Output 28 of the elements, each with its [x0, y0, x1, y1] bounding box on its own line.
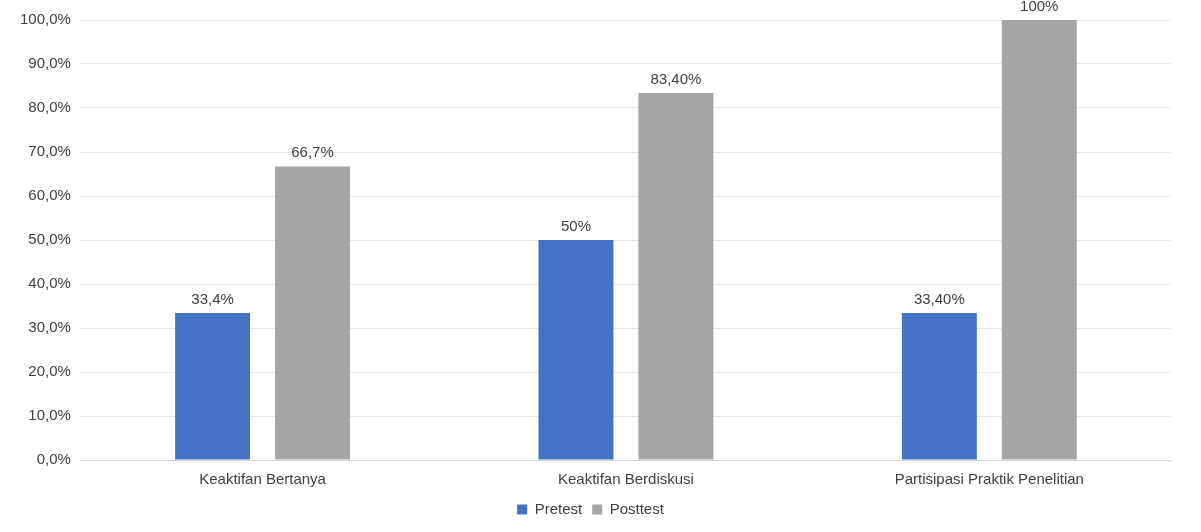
- legend-label: Pretest: [534, 499, 583, 517]
- y-tick-label: 20,0%: [28, 362, 71, 380]
- y-tick-label: 40,0%: [28, 274, 71, 292]
- y-tick-label: 100,0%: [20, 10, 71, 28]
- data-label: 100%: [1020, 0, 1059, 14]
- data-label: 33,4%: [191, 289, 234, 307]
- x-tick-label: Keaktifan Bertanya: [199, 470, 327, 488]
- y-tick-label: 50,0%: [28, 230, 71, 248]
- x-tick-label: Keaktifan Berdiskusi: [557, 470, 694, 488]
- x-tick-label: Partisipasi Praktik Penelitian: [894, 470, 1084, 488]
- data-label: 33,40%: [913, 289, 965, 307]
- y-tick-label: 90,0%: [28, 54, 71, 72]
- y-tick-label: 80,0%: [28, 98, 71, 116]
- data-label: 66,7%: [291, 143, 334, 161]
- y-tick-label: 70,0%: [28, 142, 71, 160]
- y-tick-label: 60,0%: [28, 186, 71, 204]
- y-tick-label: 0,0%: [36, 450, 71, 468]
- bar: [275, 166, 350, 460]
- data-label: 83,40%: [650, 69, 702, 87]
- bar: [901, 313, 977, 460]
- data-label: 50%: [560, 216, 591, 234]
- bar: [538, 240, 614, 460]
- legend-label: Posttest: [609, 499, 665, 517]
- bar: [1001, 20, 1077, 460]
- bar: [638, 93, 714, 460]
- bar: [175, 313, 251, 460]
- y-tick-label: 10,0%: [28, 406, 71, 424]
- y-tick-label: 30,0%: [28, 318, 71, 336]
